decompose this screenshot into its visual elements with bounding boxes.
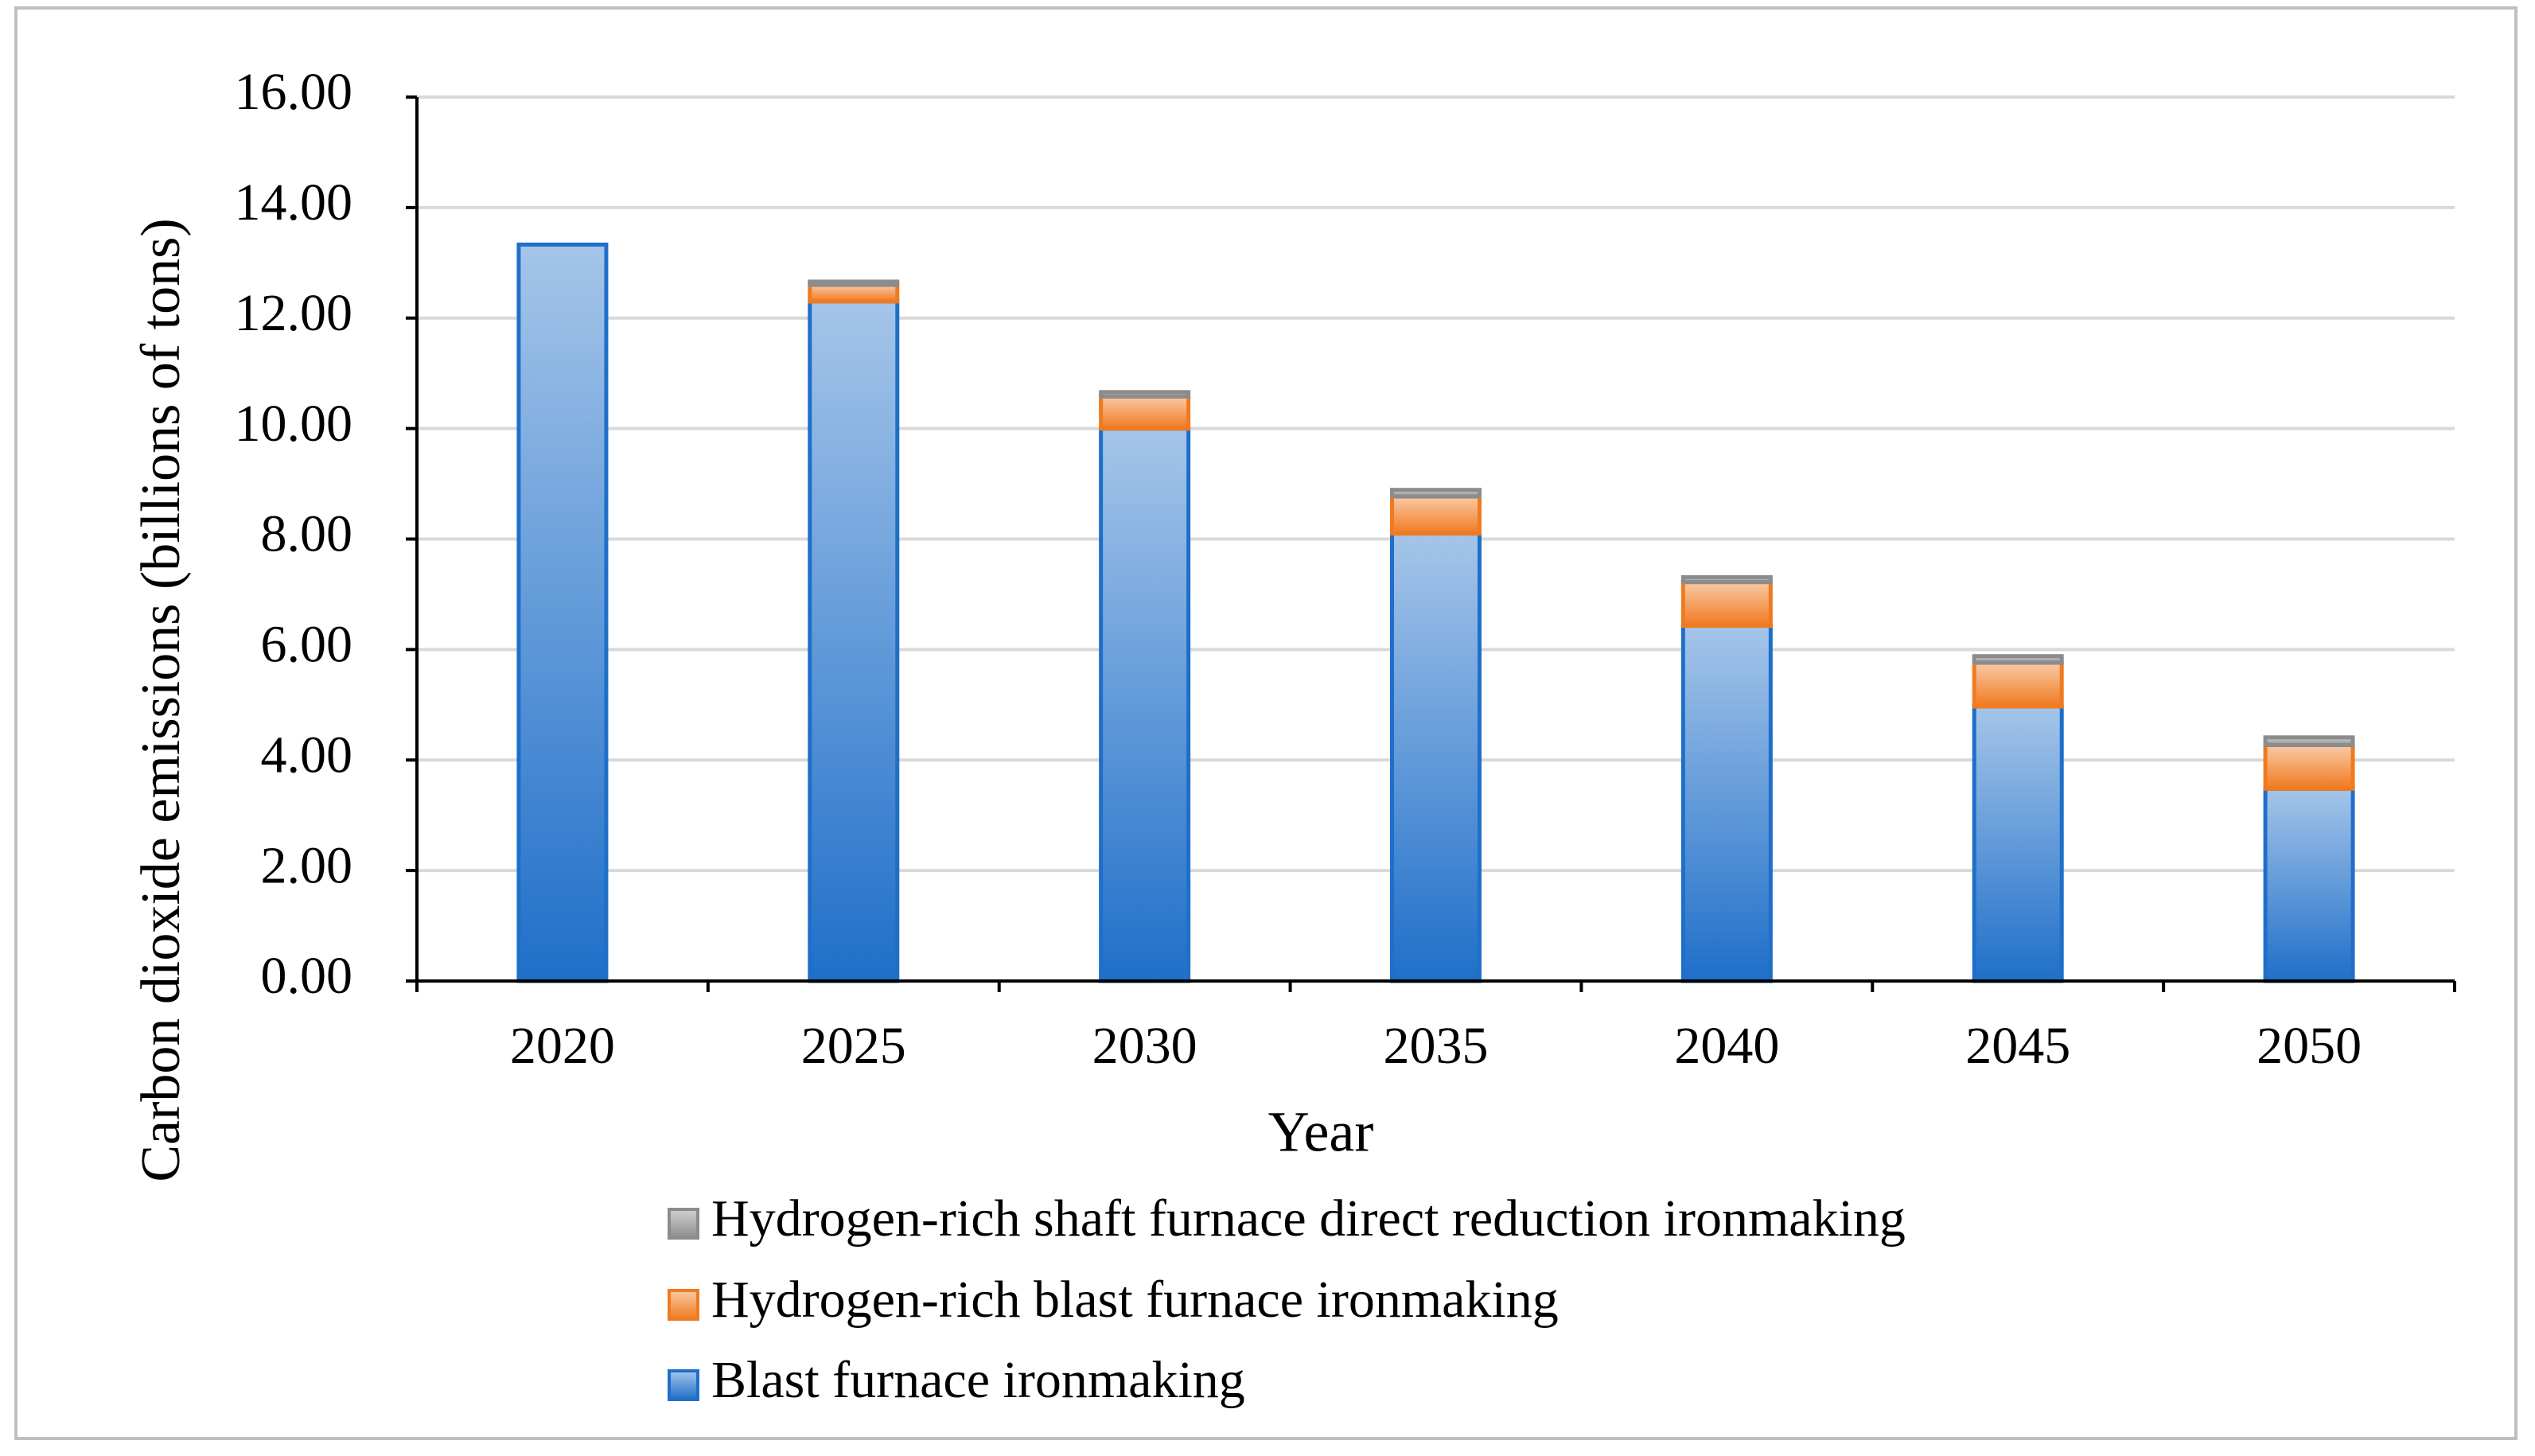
x-tick-label: 2030: [1092, 1017, 1197, 1075]
x-tick-label: 2050: [2257, 1017, 2362, 1075]
bar-segment: [1099, 390, 1191, 399]
x-tick-label: 2020: [510, 1017, 615, 1075]
x-tick-label: 2035: [1384, 1017, 1489, 1075]
y-tick-label: 6.00: [261, 616, 353, 674]
bar-segment: [1390, 494, 1482, 536]
y-axis-title: Carbon dioxide emissions (billions of to…: [130, 218, 192, 1182]
y-tick-label: 0.00: [261, 947, 353, 1005]
y-tick-label: 16.00: [235, 63, 353, 121]
bar-segment: [1680, 574, 1773, 585]
x-axis-title: Year: [1268, 1100, 1374, 1164]
y-tick-label: 4.00: [261, 726, 353, 784]
bar-segment: [1099, 394, 1191, 431]
y-tick-label: 8.00: [261, 505, 353, 563]
y-tick-label: 2.00: [261, 836, 353, 894]
bar-segment: [1680, 580, 1773, 629]
bar-segment: [2263, 735, 2355, 748]
legend-label: Blast furnace ironmaking: [711, 1351, 1245, 1409]
x-tick-label: 2025: [801, 1017, 906, 1075]
x-tick-label: 2045: [1965, 1017, 2070, 1075]
bar-segment: [1972, 660, 2064, 709]
y-tick-label: 10.00: [235, 395, 353, 453]
bar-segment: [1390, 488, 1482, 499]
legend-swatch: [668, 1369, 699, 1401]
legend-swatch: [668, 1208, 699, 1240]
bar-segment: [808, 282, 900, 304]
frame: [14, 6, 2517, 1440]
legend-label: Hydrogen-rich blast furnace ironmaking: [711, 1271, 1559, 1329]
x-tick-label: 2040: [1674, 1017, 1779, 1075]
bar-segment: [2263, 743, 2355, 791]
legend-swatch: [668, 1289, 699, 1321]
bar-segment: [516, 242, 609, 983]
y-tick-label: 12.00: [235, 284, 353, 342]
bar-segment: [1972, 704, 2064, 983]
legend-label: Hydrogen-rich shaft furnace direct reduc…: [711, 1189, 1906, 1248]
y-tick-label: 14.00: [235, 173, 353, 232]
bar-segment: [808, 279, 900, 287]
bar-segment: [1099, 426, 1191, 983]
bar-segment: [1680, 624, 1773, 983]
bar-segment: [1390, 531, 1482, 983]
bar-segment: [2263, 786, 2355, 983]
bar-segment: [808, 299, 900, 983]
bar-segment: [1972, 654, 2064, 665]
